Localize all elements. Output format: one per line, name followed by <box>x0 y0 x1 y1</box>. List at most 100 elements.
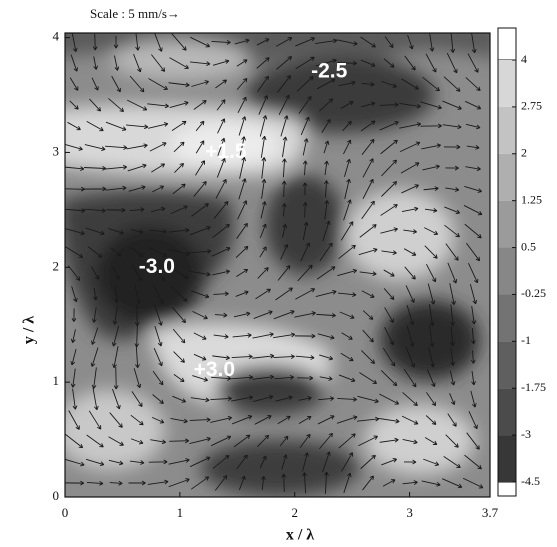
velocity-vector <box>193 332 207 340</box>
velocity-vector <box>169 267 189 280</box>
velocity-vector <box>422 76 440 92</box>
velocity-vector <box>401 78 419 90</box>
velocity-vector <box>235 290 249 297</box>
velocity-vector <box>189 456 211 468</box>
velocity-vector <box>337 292 357 297</box>
velocity-vector <box>114 55 120 71</box>
velocity-vector <box>235 245 249 258</box>
velocity-vector <box>72 388 78 410</box>
velocity-vector <box>426 369 436 387</box>
colorbar-label: 2 <box>521 146 527 160</box>
velocity-vector <box>424 437 438 445</box>
velocity-vector <box>399 141 421 153</box>
velocity-vector <box>281 454 288 470</box>
velocity-vector <box>150 206 166 213</box>
velocity-vector <box>210 396 232 401</box>
velocity-vector <box>109 412 123 428</box>
velocity-vector <box>210 435 232 447</box>
velocity-vector <box>383 269 395 277</box>
velocity-vector <box>403 459 417 465</box>
velocity-vector <box>134 284 141 305</box>
velocity-vector <box>424 227 439 236</box>
velocity-vector <box>237 200 248 220</box>
colorbar-label: 2.75 <box>521 99 542 113</box>
velocity-vector <box>129 207 145 213</box>
velocity-vector <box>450 304 456 326</box>
velocity-vector <box>151 416 165 424</box>
velocity-vector <box>302 472 307 494</box>
velocity-vector <box>316 266 336 280</box>
velocity-vector <box>129 75 145 93</box>
velocity-vector <box>231 415 253 425</box>
velocity-vector <box>449 283 456 306</box>
velocity-vector <box>172 395 187 403</box>
velocity-vector <box>360 454 376 470</box>
colorbar-band <box>498 247 516 295</box>
velocity-vector <box>424 208 438 213</box>
velocity-vector <box>257 267 269 279</box>
velocity-vector <box>108 98 125 113</box>
velocity-vector <box>464 186 482 193</box>
velocity-vector <box>402 480 418 485</box>
velocity-vector <box>444 224 460 238</box>
colorbar-label: 1.25 <box>521 192 542 206</box>
velocity-vector <box>90 266 100 280</box>
colorbar-band <box>498 60 516 107</box>
velocity-vector <box>423 458 440 466</box>
contour-label: +3.0 <box>194 358 235 381</box>
velocity-vector <box>379 102 399 108</box>
velocity-vector <box>322 451 331 473</box>
velocity-vector <box>381 80 397 88</box>
velocity-vector <box>319 242 333 262</box>
scale-label: Scale : 5 mm/s→ <box>90 6 180 21</box>
velocity-vector <box>147 103 169 109</box>
velocity-vector <box>70 329 76 343</box>
velocity-vector <box>65 458 85 467</box>
velocity-vector <box>233 434 251 448</box>
velocity-vector <box>338 433 356 449</box>
velocity-vector <box>384 36 394 49</box>
velocity-vector <box>318 98 334 112</box>
velocity-vector <box>238 178 247 200</box>
velocity-vector <box>379 393 400 405</box>
velocity-vector <box>172 307 186 324</box>
velocity-vector <box>135 346 140 369</box>
velocity-vector <box>111 325 120 347</box>
velocity-vector <box>450 33 456 53</box>
velocity-vector <box>150 439 167 445</box>
colorbar-band <box>498 153 516 201</box>
velocity-vector <box>189 436 211 445</box>
velocity-vector <box>259 223 267 239</box>
velocity-vector <box>174 162 184 173</box>
velocity-vector <box>445 243 459 261</box>
colorbar-cap <box>497 27 517 61</box>
velocity-vector <box>84 144 106 151</box>
velocity-vector <box>300 242 311 262</box>
velocity-vector <box>401 184 419 194</box>
velocity-vectors <box>65 33 484 495</box>
velocity-vector <box>449 393 456 406</box>
velocity-vector <box>428 346 435 368</box>
velocity-vector <box>112 346 119 369</box>
velocity-vector <box>361 200 375 220</box>
velocity-vector <box>382 347 396 367</box>
velocity-vector <box>171 33 187 51</box>
velocity-vector <box>105 121 127 131</box>
velocity-vector <box>189 417 211 423</box>
velocity-vector <box>295 288 316 300</box>
velocity-vector <box>236 268 249 277</box>
velocity-vector <box>280 115 289 137</box>
velocity-vector <box>168 249 190 257</box>
velocity-vector <box>252 332 274 339</box>
velocity-vector <box>324 471 329 495</box>
velocity-vector <box>149 229 167 234</box>
velocity-vector <box>236 59 248 67</box>
velocity-vector <box>421 143 441 150</box>
velocity-vector <box>464 223 482 239</box>
velocity-vector <box>384 307 394 323</box>
velocity-vector <box>468 262 479 284</box>
velocity-vector <box>65 246 84 258</box>
velocity-vector <box>170 418 188 424</box>
velocity-vector <box>84 186 107 192</box>
velocity-vector <box>274 375 294 380</box>
